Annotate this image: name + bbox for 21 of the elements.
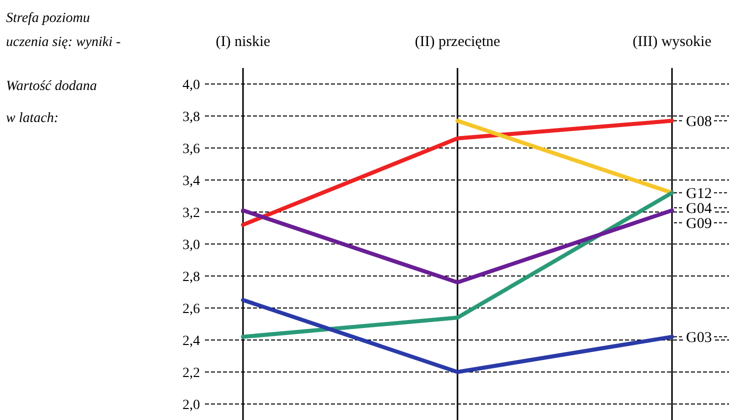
- series-label: G12: [686, 186, 712, 202]
- series-label: G04: [686, 201, 712, 218]
- y-tick-label: 3,8: [182, 110, 200, 125]
- y-tick-label: 2,8: [182, 270, 200, 285]
- x-tick-label: (III) wysokie: [632, 34, 712, 50]
- x-tick-label: (I) niskie: [216, 34, 271, 50]
- y-tick-label: 4,0: [182, 78, 200, 93]
- series-label: G09: [686, 216, 712, 232]
- series-label: G03: [686, 330, 712, 346]
- y-tick-label: 2,4: [182, 334, 200, 349]
- y-tick-label: 2,0: [182, 398, 200, 413]
- series-label: G08: [686, 114, 712, 130]
- y-tick-label: 2,2: [182, 366, 200, 381]
- y-tick-label: 3,6: [182, 142, 200, 157]
- y-tick-label: 3,4: [182, 174, 200, 189]
- y-tick-label: 3,0: [182, 238, 200, 253]
- y-tick-label: 2,6: [182, 302, 200, 317]
- y-tick-label: 3,2: [182, 206, 200, 221]
- x-tick-label: (II) przeciętne: [414, 34, 501, 50]
- text: Wartość dodana w latach:: [6, 79, 97, 126]
- text: Strefa poziomu uczenia się: wyniki -: [6, 11, 122, 50]
